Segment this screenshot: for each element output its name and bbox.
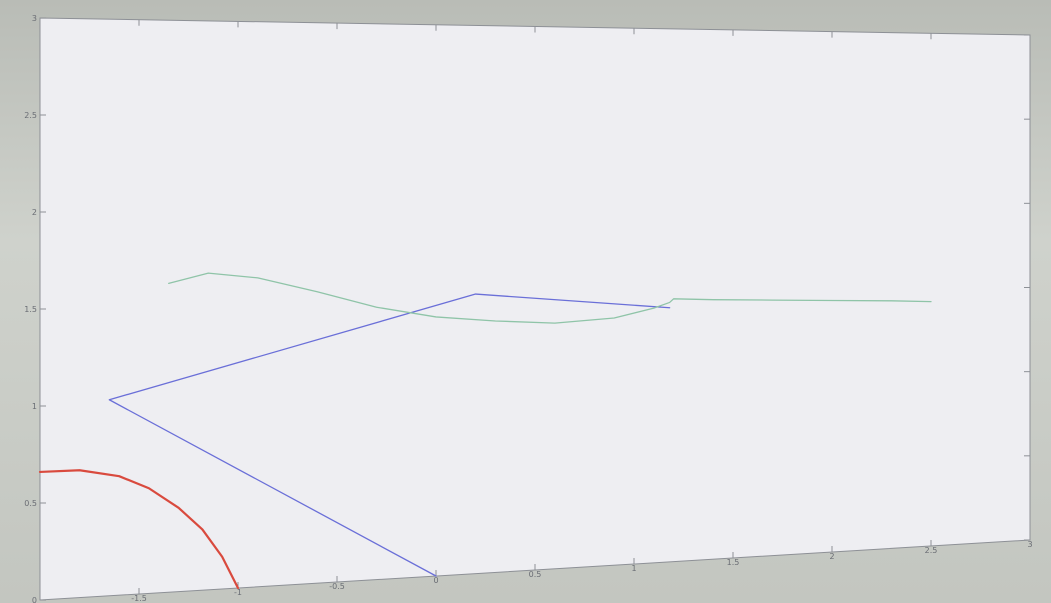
x-tick-label: -0.5 — [329, 582, 345, 591]
x-tick-label: 0 — [433, 576, 438, 585]
y-tick-label: 3 — [32, 14, 37, 23]
x-tick-label: 1.5 — [727, 558, 740, 567]
y-tick-label: 0.5 — [24, 499, 37, 508]
y-tick-label: 1 — [32, 402, 37, 411]
series-line-0 — [38, 469, 240, 590]
tick-labels: -1.5 -1 -0.5 0 0.5 1 1.5 2 2.5 3 0 0.5 1 1.5 2 2.5 3 — [24, 14, 1032, 603]
y-tick-label: 2 — [32, 208, 37, 217]
x-tick-label: 0.5 — [529, 570, 542, 579]
plot-area-background — [40, 18, 1030, 600]
series-line-2 — [168, 272, 932, 324]
tick-marks — [40, 17, 1031, 601]
x-tick-label: 1 — [631, 564, 636, 573]
y-tick-label: 0 — [32, 596, 37, 603]
x-tick-label: 3 — [1027, 540, 1032, 549]
x-tick-label: 2.5 — [925, 546, 938, 555]
x-tick-label: 2 — [829, 552, 834, 561]
series-layer — [38, 272, 932, 590]
series-line-1 — [108, 293, 671, 577]
x-tick-label: -1 — [234, 588, 242, 597]
y-tick-label: 1.5 — [24, 305, 37, 314]
x-tick-label: -1.5 — [131, 594, 147, 603]
y-tick-label: 2.5 — [24, 111, 37, 120]
